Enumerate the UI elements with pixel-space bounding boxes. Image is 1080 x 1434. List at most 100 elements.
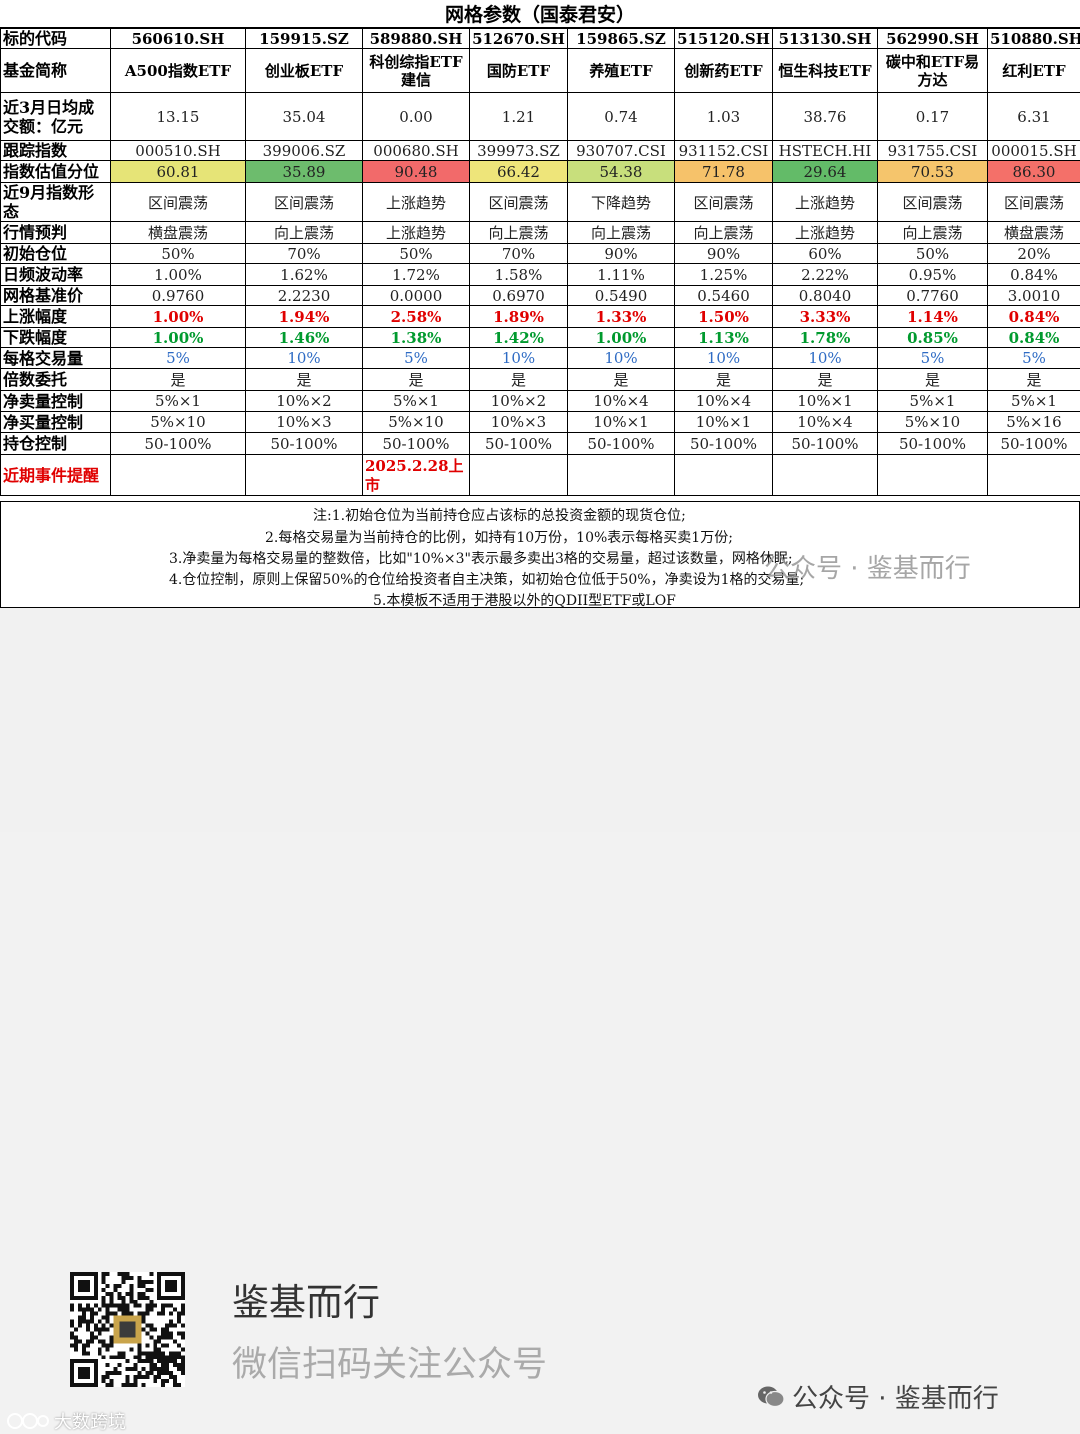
table-cell-valuation: 54.38 [568,161,675,183]
table-cell-volatility: 2.22% [773,264,878,286]
table-cell-trend9m: 区间震荡 [111,183,246,222]
center-watermark: 公众号 · 鉴基而行 [764,548,971,585]
table-cell-index: 399973.SZ [470,141,568,161]
table-cell-code: 159865.SZ [568,29,675,49]
table-cell-multiple: 是 [470,369,568,391]
table-cell-volume: 6.31 [988,93,1080,141]
table-cell-trend9m: 区间震荡 [878,183,988,222]
table-cell-index: 399006.SZ [246,141,363,161]
table-cell-fall: 1.38% [363,328,470,348]
table-cell-events [246,455,363,496]
table-cell-net_buy: 5%×10 [363,412,470,433]
table-cell-per_grid: 5% [988,348,1080,369]
table-cell-net_buy: 5%×16 [988,412,1080,433]
table-cell-init_pos: 50% [111,244,246,264]
table-cell-outlook: 横盘震荡 [988,222,1080,244]
table-cell-volume: 1.03 [675,93,773,141]
table-cell-name: 恒生科技ETF [773,49,878,93]
row-label: 基金简称 [1,49,111,93]
table-cell-code: 515120.SH [675,29,773,49]
table-cell-trend9m: 上涨趋势 [363,183,470,222]
row-label: 指数估值分位 [1,161,111,183]
table-cell-outlook: 向上震荡 [470,222,568,244]
table-cell-events [988,455,1080,496]
table-cell-events [675,455,773,496]
table-cell-volatility: 1.72% [363,264,470,286]
table-cell-holding: 50-100% [470,433,568,455]
row-label: 近期事件提醒 [1,455,111,496]
table-cell-outlook: 向上震荡 [568,222,675,244]
row-label: 持仓控制 [1,433,111,455]
table-cell-code: 512670.SH [470,29,568,49]
row-label: 网格基准价 [1,286,111,306]
table-cell-events [470,455,568,496]
table-cell-events [111,455,246,496]
table-cell-multiple: 是 [363,369,470,391]
row-label: 近3月日均成交额：亿元 [1,93,111,141]
table-cell-per_grid: 10% [470,348,568,369]
table-cell-outlook: 上涨趋势 [363,222,470,244]
table-cell-holding: 50-100% [111,433,246,455]
table-cell-code: 159915.SZ [246,29,363,49]
row-label: 跟踪指数 [1,141,111,161]
row-label: 初始仓位 [1,244,111,264]
table-cell-net_sell: 5%×1 [988,391,1080,412]
table-cell-valuation: 86.30 [988,161,1080,183]
table-cell-volatility: 1.25% [675,264,773,286]
row-label: 标的代码 [1,29,111,49]
note-line: 3.净卖量为每格交易量的整数倍，比如"10%×3"表示最多卖出3格的交易量，超过… [169,548,793,568]
table-cell-holding: 50-100% [878,433,988,455]
table-cell-name: 国防ETF [470,49,568,93]
table-cell-outlook: 向上震荡 [878,222,988,244]
table-cell-fall: 1.42% [470,328,568,348]
note-line: 4.仓位控制，原则上保留50%的仓位给投资者自主决策，如初始仓位低于50%，净卖… [169,569,804,589]
note-line: 5.本模板不适用于港股以外的QDII型ETF或LOF [373,590,676,610]
table-cell-events [773,455,878,496]
table-cell-fall: 1.46% [246,328,363,348]
table-cell-multiple: 是 [988,369,1080,391]
table-cell-rise: 0.84% [988,306,1080,328]
table-cell-index: 000680.SH [363,141,470,161]
note-line: 2.每格交易量为当前持仓的比例，如持有10万份，10%表示每格买卖1万份; [265,527,733,547]
table-cell-holding: 50-100% [363,433,470,455]
table-cell-net_buy: 5%×10 [878,412,988,433]
table-cell-init_pos: 50% [363,244,470,264]
table-cell-trend9m: 下降趋势 [568,183,675,222]
table-cell-holding: 50-100% [246,433,363,455]
sheet-title: 网格参数（国泰君安） [0,0,1080,28]
note-line: 注:1.初始仓位为当前持仓应占该标的总投资金额的现货仓位; [313,505,686,525]
table-cell-base_price: 0.9760 [111,286,246,306]
table-cell-per_grid: 10% [246,348,363,369]
table-cell-volatility: 0.84% [988,264,1080,286]
table-cell-events [568,455,675,496]
table-cell-net_buy: 10%×4 [773,412,878,433]
table-cell-rise: 1.94% [246,306,363,328]
table-cell-volatility: 1.11% [568,264,675,286]
account-name: 鉴基而行 [232,1272,380,1326]
table-cell-name: 养殖ETF [568,49,675,93]
table-cell-base_price: 0.6970 [470,286,568,306]
footer: 鉴基而行 微信扫码关注公众号 公众号 · 鉴基而行 大数跨境 [0,608,1080,832]
qr-code-icon[interactable] [70,1272,185,1387]
table-cell-multiple: 是 [568,369,675,391]
table-cell-valuation: 71.78 [675,161,773,183]
table-cell-code: 589880.SH [363,29,470,49]
table-cell-net_buy: 10%×3 [470,412,568,433]
table-cell-holding: 50-100% [988,433,1080,455]
row-label: 行情预判 [1,222,111,244]
table-cell-volatility: 0.95% [878,264,988,286]
table-cell-volume: 0.17 [878,93,988,141]
table-cell-multiple: 是 [111,369,246,391]
table-cell-trend9m: 区间震荡 [246,183,363,222]
table-cell-net_buy: 10%×1 [568,412,675,433]
table-cell-rise: 2.58% [363,306,470,328]
table-cell-events: 2025.2.28上市 [363,455,470,496]
